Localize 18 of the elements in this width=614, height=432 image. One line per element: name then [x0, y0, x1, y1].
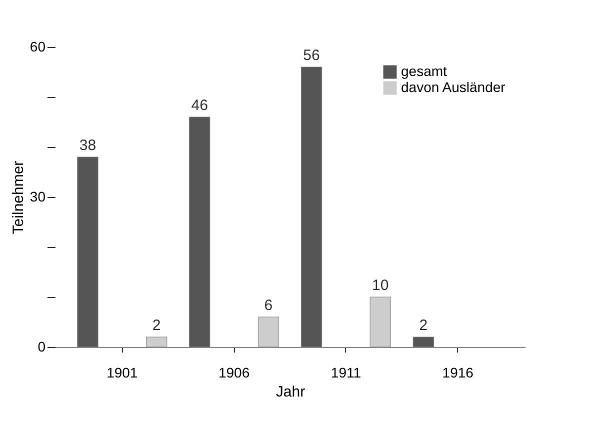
x-tick-label: 1916 [442, 364, 474, 380]
x-tick-label: 1906 [218, 364, 250, 380]
legend-label: davon Ausländer [401, 79, 506, 95]
x-axis-title: Jahr [276, 384, 306, 400]
data-label: 38 [79, 137, 96, 154]
data-label: 2 [152, 317, 161, 334]
y-axis-title: Teilnehmer [10, 160, 27, 234]
y-tick-label: 30 [30, 188, 46, 204]
data-label: 6 [264, 297, 273, 314]
data-label: 56 [303, 47, 320, 64]
data-label: 2 [419, 317, 428, 334]
y-tick-label: 0 [38, 338, 46, 354]
legend-label: gesamt [401, 63, 448, 79]
data-label: 10 [372, 277, 389, 294]
y-tick-label: 60 [30, 38, 46, 54]
x-tick-label: 1901 [106, 364, 138, 380]
data-label: 46 [191, 97, 208, 114]
x-tick-label: 1911 [330, 364, 362, 380]
